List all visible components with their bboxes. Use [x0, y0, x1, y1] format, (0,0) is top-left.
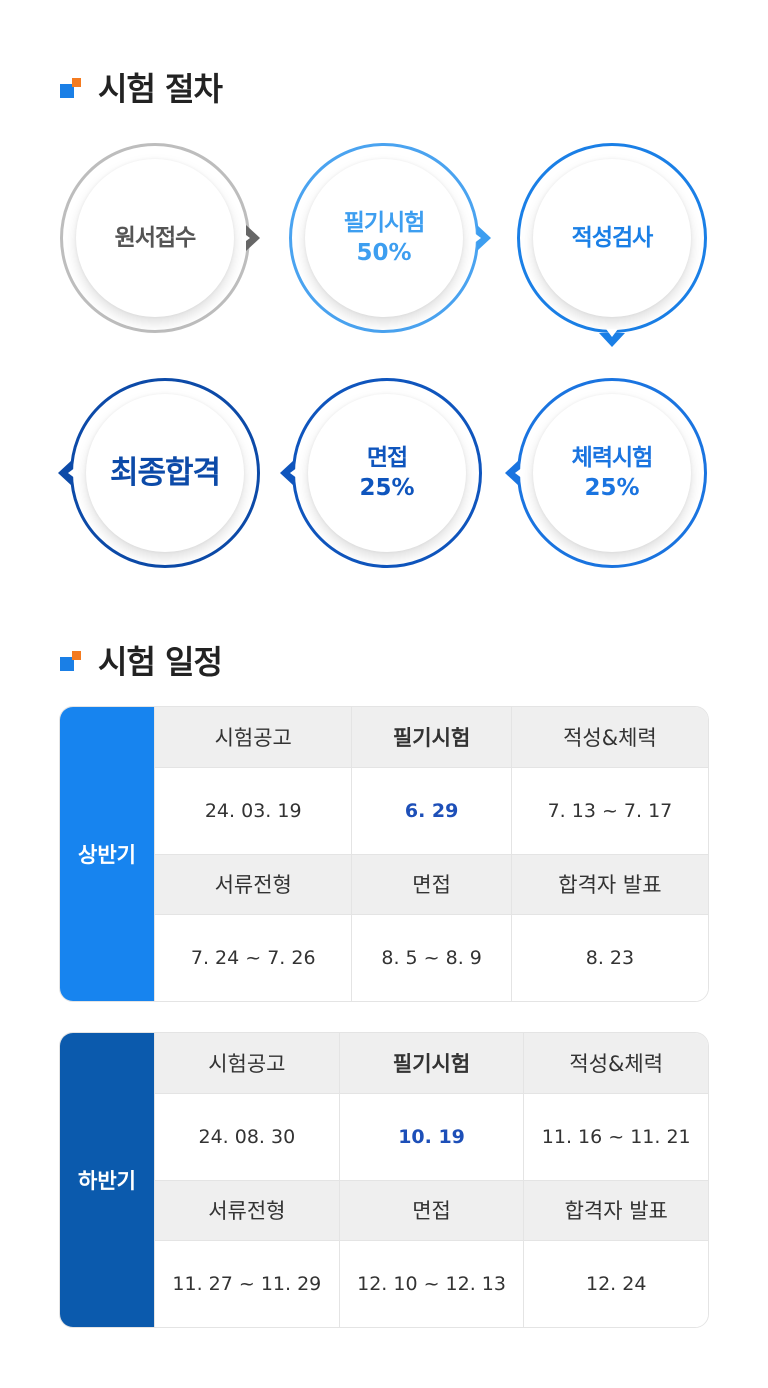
date-cell: 10. 19 — [338, 1093, 525, 1181]
schedule-second-half: 하반기 시험공고 필기시험 적성&체력 24. 08. 30 10. 19 11… — [59, 1032, 709, 1328]
date-cell: 24. 08. 30 — [154, 1093, 340, 1181]
header-cell: 면접 — [338, 1180, 525, 1241]
date-cell: 8. 5 ~ 8. 9 — [351, 914, 512, 1001]
header-cell: 서류전형 — [153, 854, 353, 915]
date-cell: 24. 03. 19 — [153, 767, 353, 855]
step-aptitude-test: 적성검사 — [517, 143, 707, 347]
date-cell: 11. 27 ~ 11. 29 — [154, 1240, 340, 1327]
arrow-left-icon — [505, 460, 523, 486]
header-cell: 시험공고 — [153, 707, 353, 768]
step-written-exam: 필기시험 50% — [289, 143, 491, 333]
header-cell: 적성&체력 — [523, 1033, 708, 1094]
step-weight: 25% — [359, 475, 415, 501]
date-cell: 12. 24 — [523, 1240, 708, 1327]
header-cell: 필기시험 — [351, 707, 512, 768]
arrow-down-icon — [599, 329, 625, 347]
period-label: 하반기 — [60, 1033, 154, 1327]
header-cell: 합격자 발표 — [510, 854, 708, 915]
date-cell: 7. 13 ~ 7. 17 — [510, 767, 708, 855]
header-cell: 시험공고 — [154, 1033, 340, 1094]
step-label: 필기시험 — [343, 210, 426, 236]
header-cell: 합격자 발표 — [523, 1180, 708, 1241]
step-label: 최종합격 — [109, 455, 221, 491]
step-label: 원서접수 — [114, 225, 197, 251]
schedule-section-title: 시험 일정 — [60, 637, 223, 683]
process-section-title: 시험 절차 — [60, 64, 223, 110]
step-fitness-test: 체력시험 25% — [505, 378, 707, 568]
schedule-table: 시험공고 필기시험 적성&체력 24. 03. 19 6. 29 7. 13 ~… — [153, 707, 708, 1001]
date-cell: 8. 23 — [510, 914, 708, 1001]
date-cell: 7. 24 ~ 7. 26 — [153, 914, 353, 1001]
arrow-right-icon — [242, 225, 260, 251]
schedule-first-half: 상반기 시험공고 필기시험 적성&체력 24. 03. 19 6. 29 7. … — [59, 706, 709, 1002]
step-label: 면접 — [366, 445, 408, 471]
step-label: 체력시험 — [571, 445, 654, 471]
date-cell: 12. 10 ~ 12. 13 — [338, 1240, 525, 1327]
process-title: 시험 절차 — [98, 70, 223, 108]
header-cell: 면접 — [351, 854, 512, 915]
date-cell: 11. 16 ~ 11. 21 — [523, 1093, 708, 1181]
header-cell: 적성&체력 — [510, 707, 708, 768]
arrow-right-icon — [473, 225, 491, 251]
header-cell: 필기시험 — [338, 1033, 525, 1094]
step-weight: 50% — [356, 240, 412, 266]
arrow-left-icon — [280, 460, 298, 486]
schedule-title: 시험 일정 — [98, 643, 223, 681]
header-cell: 서류전형 — [154, 1180, 340, 1241]
schedule-table: 시험공고 필기시험 적성&체력 24. 08. 30 10. 19 11. 16… — [154, 1033, 708, 1327]
step-final-pass: 최종합격 — [58, 378, 260, 568]
step-label: 적성검사 — [571, 225, 654, 251]
step-weight: 25% — [584, 475, 640, 501]
step-application: 원서접수 — [60, 143, 260, 333]
period-label: 상반기 — [60, 707, 154, 1001]
arrow-left-icon — [58, 460, 76, 486]
date-cell: 6. 29 — [351, 767, 512, 855]
square-bullet-icon — [60, 76, 82, 98]
step-interview: 면접 25% — [280, 378, 482, 568]
square-bullet-icon — [60, 649, 82, 671]
